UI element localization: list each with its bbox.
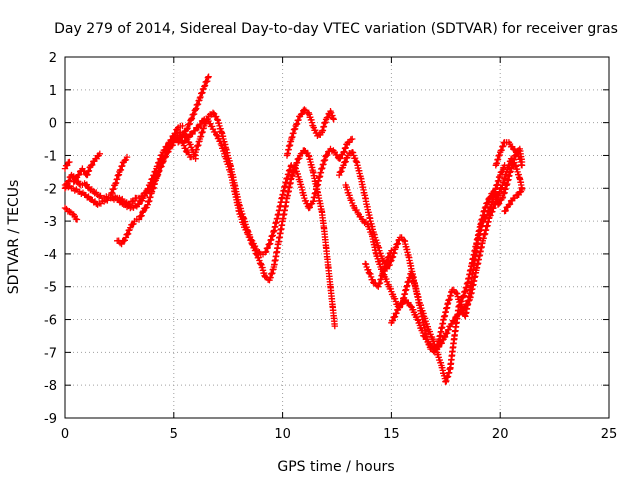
series-track-o bbox=[501, 186, 526, 215]
plot-frame bbox=[64, 56, 610, 419]
data-point-markers bbox=[501, 186, 526, 215]
x-tick-label: 10 bbox=[274, 427, 291, 442]
series-track-e bbox=[70, 150, 103, 185]
y-tick-label: -5 bbox=[44, 281, 57, 296]
y-tick-label: -6 bbox=[44, 314, 57, 329]
x-tick-label: 15 bbox=[383, 427, 400, 442]
x-tick-label: 25 bbox=[601, 427, 618, 442]
series-track-k bbox=[283, 106, 337, 159]
y-tick-label: -3 bbox=[44, 215, 57, 230]
chart-title: Day 279 of 2014, Sidereal Day-to-day VTE… bbox=[54, 21, 618, 37]
series-track-g bbox=[114, 135, 199, 248]
y-tick-label: 2 bbox=[49, 51, 57, 66]
data-point-markers bbox=[283, 106, 337, 159]
series-track-n bbox=[388, 155, 526, 353]
series-track-q bbox=[362, 247, 395, 290]
data-point-markers bbox=[362, 247, 395, 290]
data-point-markers bbox=[492, 139, 526, 169]
y-tick-label: -9 bbox=[44, 412, 57, 427]
data-point-markers bbox=[181, 116, 356, 258]
y-tick-label: -7 bbox=[44, 346, 57, 361]
y-tick-label: 1 bbox=[49, 84, 57, 99]
x-tick-label: 5 bbox=[170, 427, 178, 442]
data-point-markers bbox=[114, 135, 199, 248]
data-point-markers bbox=[61, 204, 81, 223]
data-layer bbox=[61, 73, 526, 386]
data-point-markers bbox=[61, 158, 73, 172]
data-point-markers bbox=[342, 145, 526, 386]
series-track-i bbox=[192, 109, 338, 330]
series-track-h bbox=[175, 73, 212, 146]
data-point-markers bbox=[107, 153, 131, 198]
x-axis-label: GPS time / hours bbox=[277, 459, 394, 475]
series-track-f bbox=[107, 153, 131, 198]
x-tick-label: 0 bbox=[61, 427, 69, 442]
series-track-p bbox=[492, 139, 526, 169]
series-track-a bbox=[61, 204, 81, 223]
y-axis-label: SDTVAR / TECUs bbox=[6, 180, 22, 295]
data-point-markers bbox=[175, 73, 212, 146]
data-point-markers bbox=[192, 109, 338, 330]
data-point-markers bbox=[388, 155, 526, 353]
data-point-markers bbox=[70, 150, 103, 185]
x-tick-label: 20 bbox=[492, 427, 509, 442]
y-tick-label: -1 bbox=[44, 149, 57, 164]
series-track-m bbox=[342, 145, 526, 386]
series-track-j bbox=[181, 116, 356, 258]
series-track-b bbox=[61, 158, 73, 172]
y-tick-label: -2 bbox=[44, 182, 57, 197]
y-tick-label: -8 bbox=[44, 379, 57, 394]
y-tick-label: 0 bbox=[49, 117, 57, 132]
y-tick-label: -4 bbox=[44, 248, 57, 263]
grid bbox=[65, 57, 609, 418]
